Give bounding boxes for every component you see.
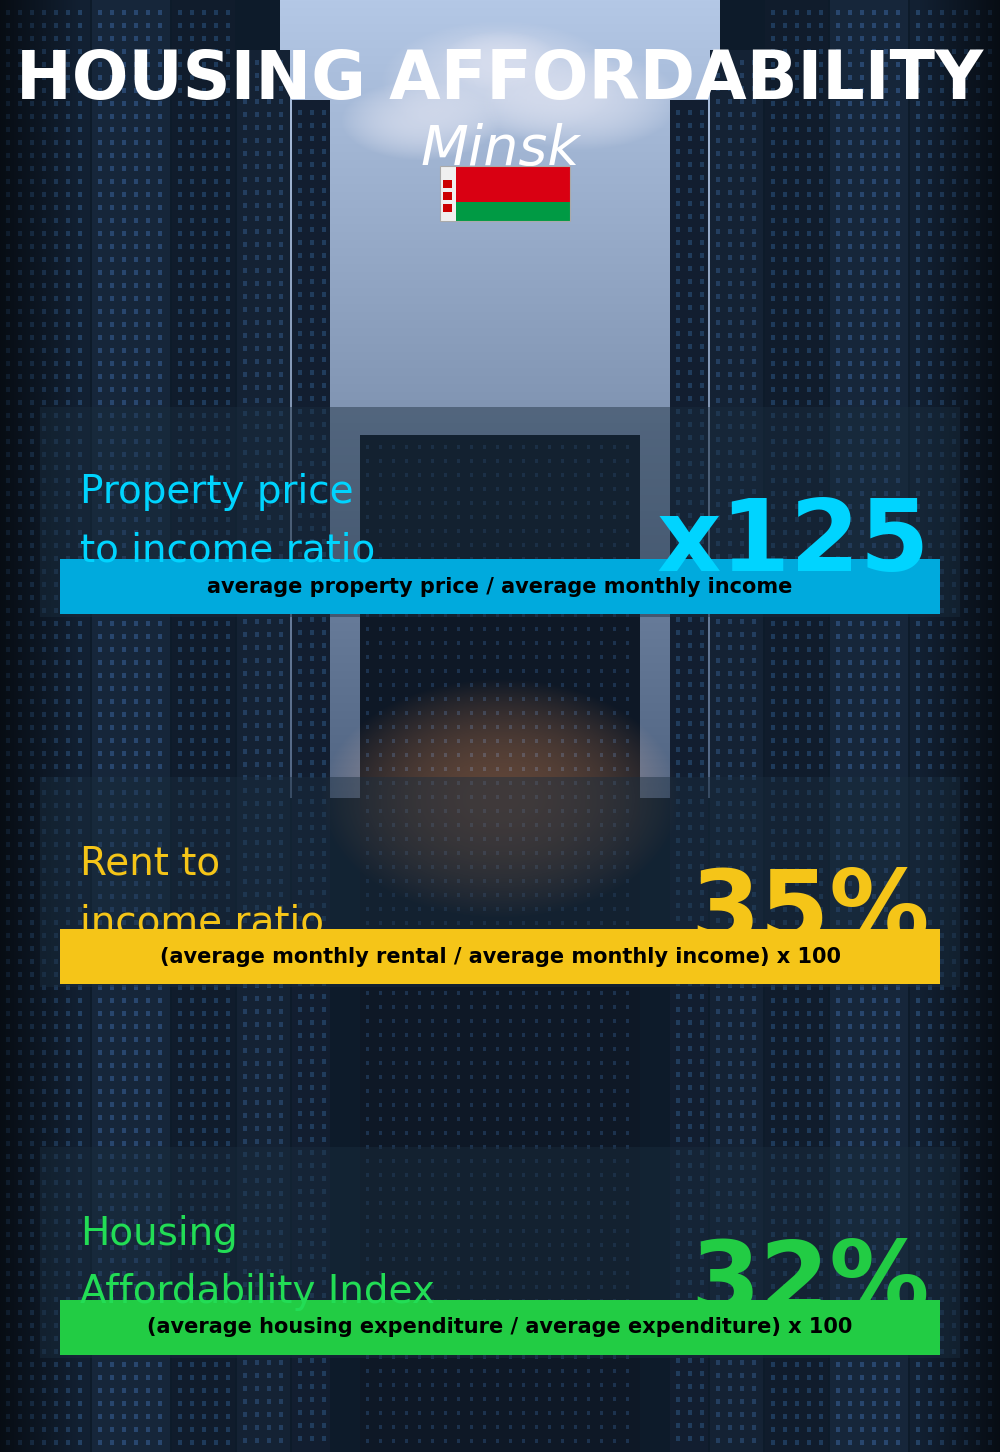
FancyBboxPatch shape <box>60 929 940 984</box>
Text: average property price / average monthly income: average property price / average monthly… <box>207 576 793 597</box>
Bar <box>440 202 570 221</box>
Text: HOUSING AFFORDABILITY: HOUSING AFFORDABILITY <box>16 46 984 113</box>
Bar <box>440 166 570 202</box>
FancyBboxPatch shape <box>40 407 960 617</box>
Text: income ratio: income ratio <box>80 903 324 941</box>
Text: x125: x125 <box>657 495 930 591</box>
Bar <box>443 180 452 189</box>
Text: (average monthly rental / average monthly income) x 100: (average monthly rental / average monthl… <box>160 947 840 967</box>
FancyBboxPatch shape <box>60 1300 940 1355</box>
Bar <box>443 205 452 212</box>
Bar <box>440 166 456 221</box>
Text: Minsk: Minsk <box>420 123 580 176</box>
Text: (average housing expenditure / average expenditure) x 100: (average housing expenditure / average e… <box>147 1317 853 1337</box>
FancyBboxPatch shape <box>40 777 960 987</box>
Text: 35%: 35% <box>691 867 930 963</box>
FancyBboxPatch shape <box>40 1147 960 1358</box>
Text: Housing: Housing <box>80 1215 238 1253</box>
Text: Rent to: Rent to <box>80 845 220 883</box>
Text: 32%: 32% <box>691 1237 930 1333</box>
Text: to income ratio: to income ratio <box>80 531 375 569</box>
FancyBboxPatch shape <box>60 559 940 614</box>
Text: Property price: Property price <box>80 473 354 511</box>
Bar <box>443 192 452 200</box>
Bar <box>440 166 570 221</box>
Text: Affordability Index: Affordability Index <box>80 1273 435 1311</box>
